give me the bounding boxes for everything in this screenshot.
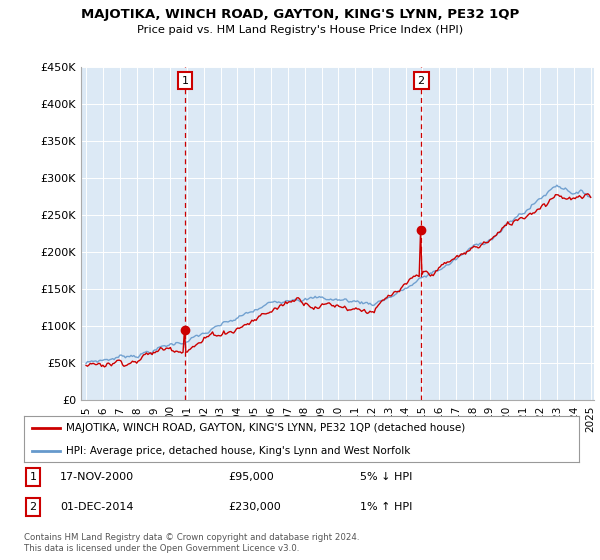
Text: £230,000: £230,000 xyxy=(228,502,281,512)
Text: 1% ↑ HPI: 1% ↑ HPI xyxy=(360,502,412,512)
Text: HPI: Average price, detached house, King's Lynn and West Norfolk: HPI: Average price, detached house, King… xyxy=(65,446,410,455)
Text: 2: 2 xyxy=(29,502,37,512)
Text: Contains HM Land Registry data © Crown copyright and database right 2024.: Contains HM Land Registry data © Crown c… xyxy=(24,533,359,542)
Text: 2: 2 xyxy=(418,76,425,86)
Text: 1: 1 xyxy=(29,472,37,482)
Text: 01-DEC-2014: 01-DEC-2014 xyxy=(60,502,133,512)
Text: £95,000: £95,000 xyxy=(228,472,274,482)
Text: MAJOTIKA, WINCH ROAD, GAYTON, KING'S LYNN, PE32 1QP (detached house): MAJOTIKA, WINCH ROAD, GAYTON, KING'S LYN… xyxy=(65,423,465,433)
Text: This data is licensed under the Open Government Licence v3.0.: This data is licensed under the Open Gov… xyxy=(24,544,299,553)
Text: 1: 1 xyxy=(181,76,188,86)
Text: 5% ↓ HPI: 5% ↓ HPI xyxy=(360,472,412,482)
Text: MAJOTIKA, WINCH ROAD, GAYTON, KING'S LYNN, PE32 1QP: MAJOTIKA, WINCH ROAD, GAYTON, KING'S LYN… xyxy=(81,8,519,21)
Text: 17-NOV-2000: 17-NOV-2000 xyxy=(60,472,134,482)
Text: Price paid vs. HM Land Registry's House Price Index (HPI): Price paid vs. HM Land Registry's House … xyxy=(137,25,463,35)
